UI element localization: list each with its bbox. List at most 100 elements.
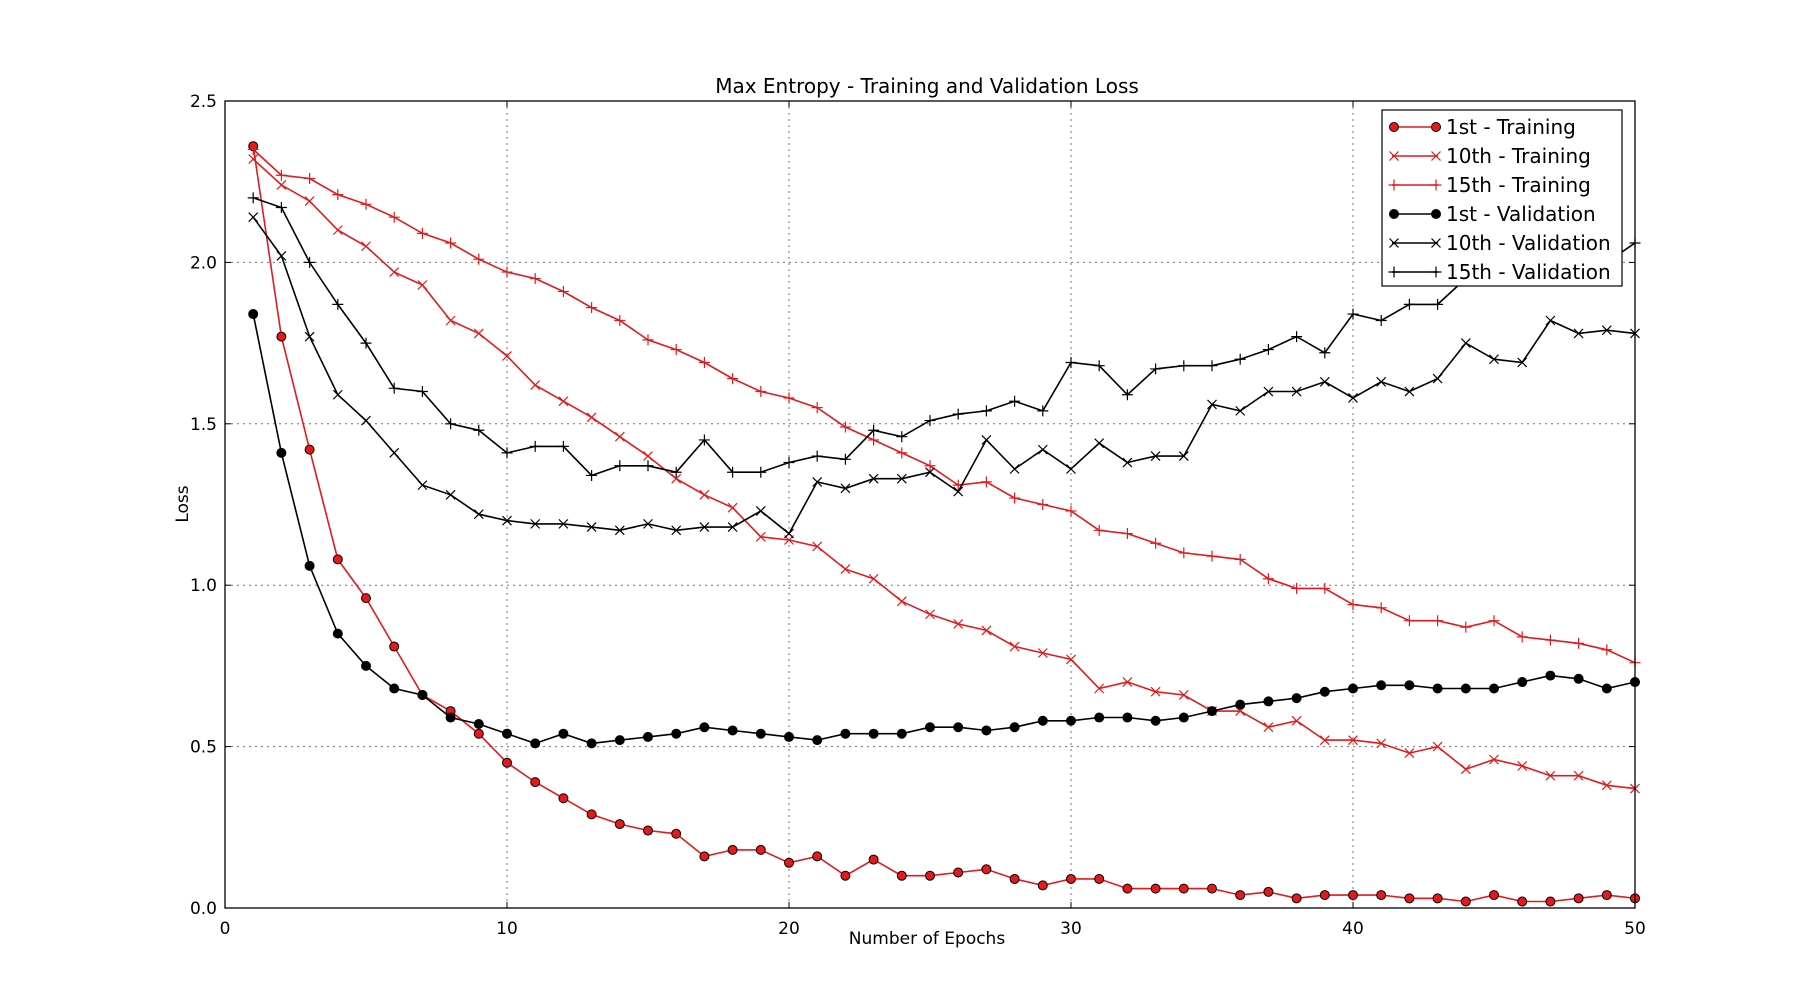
data-point [361,660,371,671]
data-point [868,573,879,584]
data-point [1037,880,1048,891]
data-point [502,757,512,768]
data-point [1065,356,1077,368]
data-point [1403,615,1415,627]
data-point [1291,693,1302,704]
data-point [275,202,287,214]
data-point [1009,464,1020,474]
series-1st-training [248,141,1640,907]
data-point [1460,764,1471,775]
data-point [360,337,372,349]
data-point [360,198,372,210]
data-point [896,728,907,739]
data-point [529,440,541,452]
data-point [755,386,767,398]
data-point [1291,386,1302,397]
data-point [417,689,428,700]
data-point [953,867,964,878]
data-point [1206,550,1218,562]
data-point [304,256,316,268]
data-point [332,189,344,201]
legend-marker [1431,238,1441,248]
data-point [1375,315,1387,327]
data-point [1263,696,1274,707]
data-point [1516,631,1528,643]
data-point [952,408,964,420]
data-point [276,447,287,458]
data-point [1291,582,1303,594]
data-point [1432,373,1443,384]
data-point [389,641,400,652]
data-point [1235,890,1246,901]
data-point [501,447,513,459]
data-point [614,431,625,442]
data-point [558,793,569,804]
data-point [670,344,682,356]
data-point [389,447,400,458]
data-point [558,728,569,739]
data-point [1037,499,1049,510]
data-point [896,870,907,881]
data-point [1319,376,1330,387]
x-tick-label: 30 [1060,919,1082,939]
data-point [1348,735,1358,746]
data-point [1150,537,1162,549]
data-point [812,541,823,552]
legend-marker [1388,266,1400,278]
data-point [1348,393,1358,403]
data-point [727,522,738,533]
data-point [502,728,512,739]
data-point [388,211,400,223]
data-point [1545,896,1556,907]
data-point [614,315,626,327]
data-point [530,380,541,390]
legend: 1st - Training 10th - Training 15th - Trai… [1381,109,1623,287]
data-point [1093,524,1105,536]
data-point [643,825,653,836]
data-point [727,725,738,736]
data-point [304,196,315,206]
x-axis-label: Number of Epochs [849,929,1006,949]
data-point [1347,599,1359,611]
data-point [671,473,682,484]
data-point [1178,690,1189,700]
data-point [981,435,992,445]
data-point [1573,673,1584,684]
y-tick-label: 2.5 [190,92,217,112]
data-point [417,280,428,290]
data-point [980,405,992,417]
data-point [1432,741,1443,752]
series-10th-validation [248,212,1640,539]
data-point [1601,780,1612,791]
x-tick-label: 0 [220,919,231,939]
data-point [1207,399,1217,410]
data-point [1263,386,1274,397]
data-point [698,356,710,368]
data-point [304,444,315,455]
data-point [473,719,484,730]
data-point [1432,615,1444,627]
data-point [1291,331,1303,343]
data-point [1404,748,1415,758]
data-point [1319,890,1330,901]
legend-item: 10th - Training [1389,144,1591,168]
data-point [868,854,879,865]
data-point [473,328,484,339]
data-point [530,777,541,788]
legend-item: 10th - Validation [1389,231,1611,255]
data-point [727,466,739,478]
data-point [868,434,880,446]
data-point [755,844,766,855]
data-point [1517,357,1528,368]
data-point [839,453,851,465]
data-point [1319,735,1330,746]
data-point [586,302,598,314]
data-point [868,728,879,739]
data-point [1517,677,1528,688]
data-point [643,518,653,529]
data-point [1460,683,1471,694]
data-point [1573,328,1584,339]
legend-marker [1431,122,1441,132]
series-line [252,158,1636,790]
